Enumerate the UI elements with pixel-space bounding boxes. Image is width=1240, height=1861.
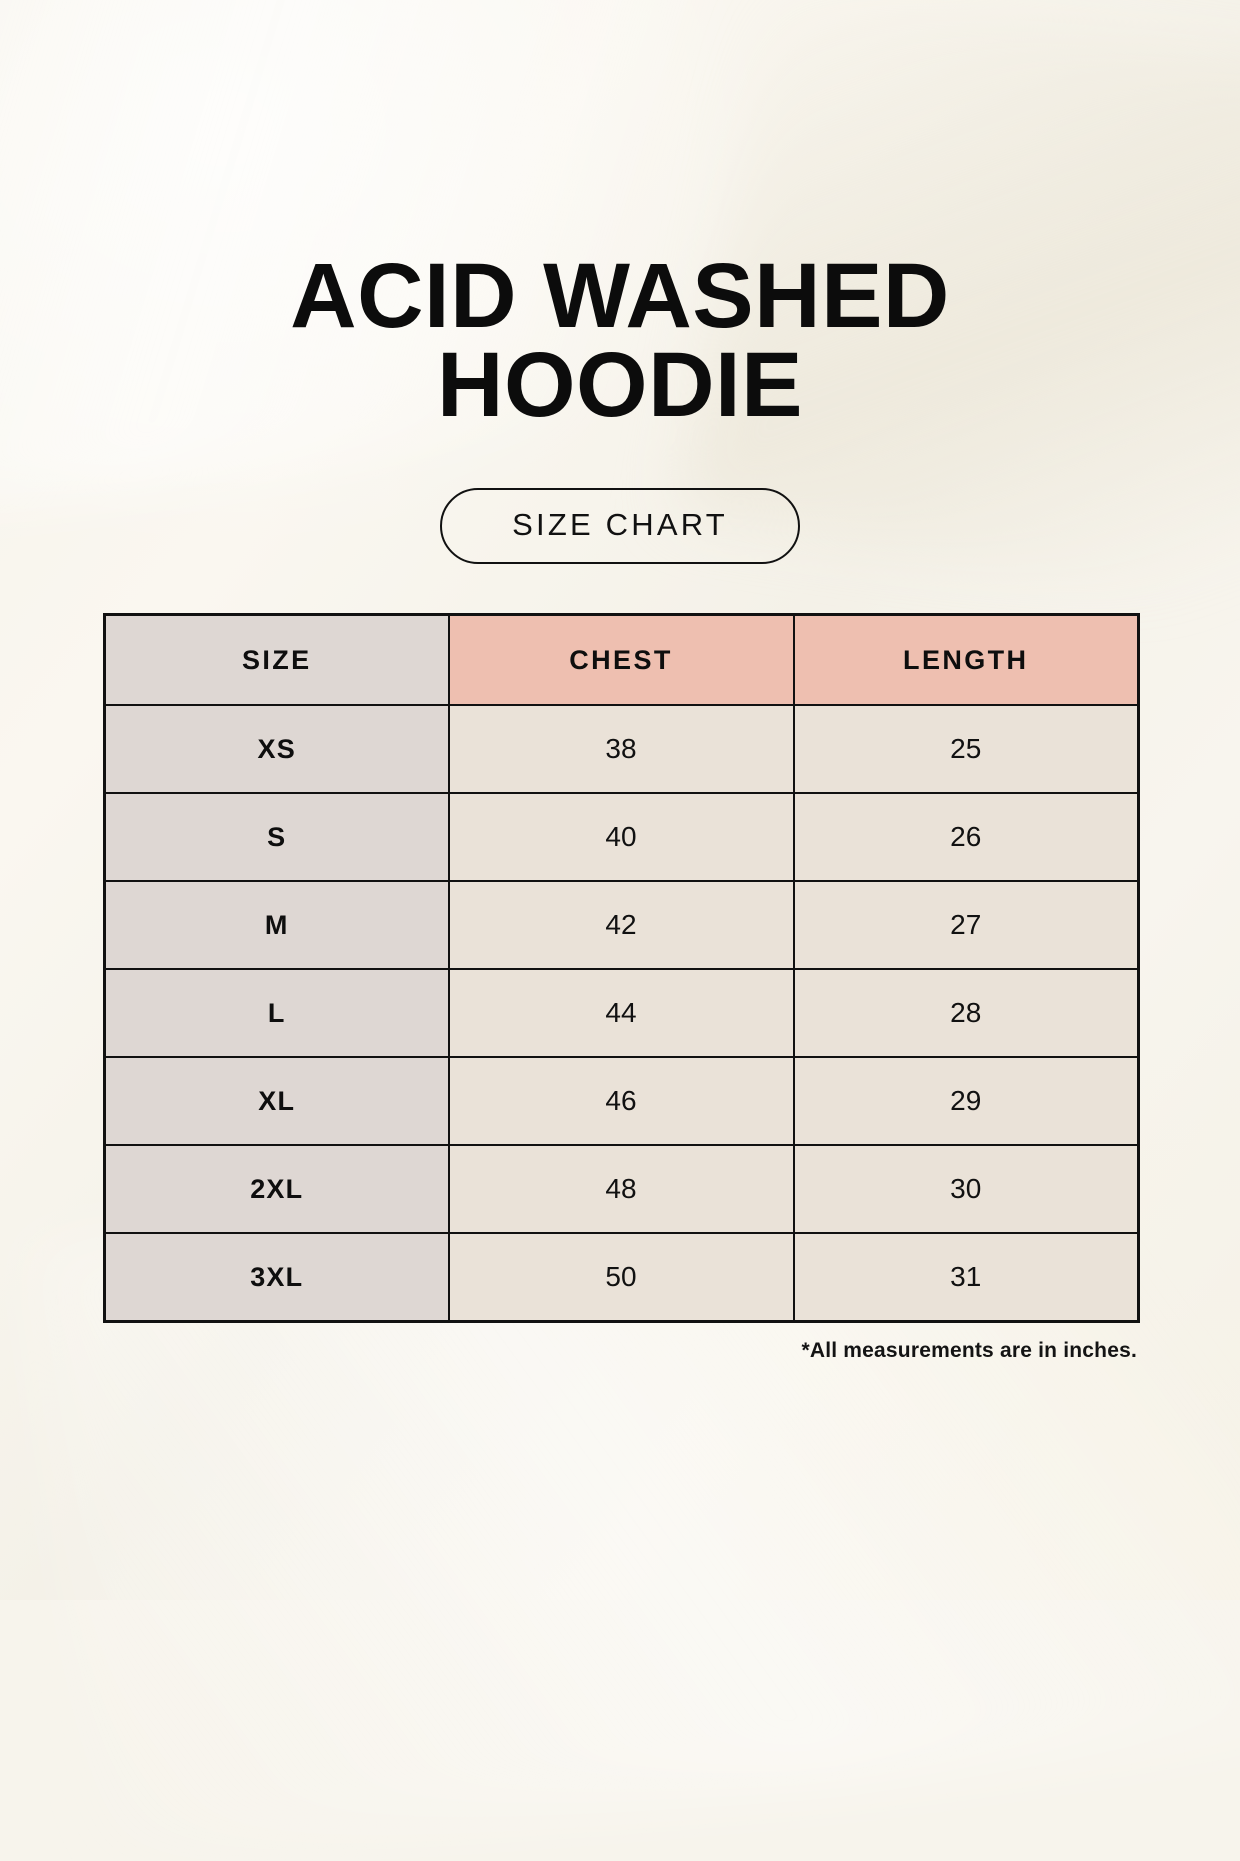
size-table-container: SIZE CHEST LENGTH XS 38 25 S 40 26 [103, 613, 1140, 1324]
table-header: SIZE CHEST LENGTH [103, 613, 1140, 707]
table-header-row: SIZE CHEST LENGTH [103, 613, 1140, 707]
size-table: SIZE CHEST LENGTH XS 38 25 S 40 26 [103, 613, 1140, 1324]
cell-size: XS [103, 704, 450, 795]
cell-chest: 40 [447, 792, 795, 883]
table-row: XS 38 25 [103, 704, 1140, 795]
column-header-chest: CHEST [447, 613, 795, 707]
cell-chest: 42 [447, 880, 795, 971]
cell-size: S [103, 792, 450, 883]
column-header-length: LENGTH [792, 613, 1140, 707]
content-container: ACID WASHED HOODIE SIZE CHART SIZE CHEST… [0, 245, 1240, 1363]
page-title: ACID WASHED HOODIE [290, 245, 950, 437]
cell-length: 25 [792, 704, 1140, 795]
cell-length: 31 [792, 1232, 1140, 1323]
column-header-size: SIZE [103, 613, 450, 707]
cell-chest: 46 [447, 1056, 795, 1147]
size-chart-badge: SIZE CHART [440, 488, 800, 565]
cell-chest: 38 [447, 704, 795, 795]
cell-chest: 50 [447, 1232, 795, 1323]
cell-size: XL [103, 1056, 450, 1147]
cell-chest: 44 [447, 968, 795, 1059]
table-row: 3XL 50 31 [103, 1232, 1140, 1323]
table-row: M 42 27 [103, 880, 1140, 971]
cell-size: L [103, 968, 450, 1059]
badge-container: SIZE CHART [0, 488, 1240, 565]
cell-length: 26 [792, 792, 1140, 883]
table-row: L 44 28 [103, 968, 1140, 1059]
cell-length: 29 [792, 1056, 1140, 1147]
cell-size: M [103, 880, 450, 971]
measurements-footnote: *All measurements are in inches. [801, 1339, 1137, 1363]
cell-size: 3XL [103, 1232, 450, 1323]
cell-length: 28 [792, 968, 1140, 1059]
cell-length: 30 [792, 1144, 1140, 1235]
table-row: XL 46 29 [103, 1056, 1140, 1147]
cell-chest: 48 [447, 1144, 795, 1235]
table-row: S 40 26 [103, 792, 1140, 883]
table-body: XS 38 25 S 40 26 M 42 27 L [103, 704, 1140, 1323]
cell-size: 2XL [103, 1144, 450, 1235]
cell-length: 27 [792, 880, 1140, 971]
table-row: 2XL 48 30 [103, 1144, 1140, 1235]
